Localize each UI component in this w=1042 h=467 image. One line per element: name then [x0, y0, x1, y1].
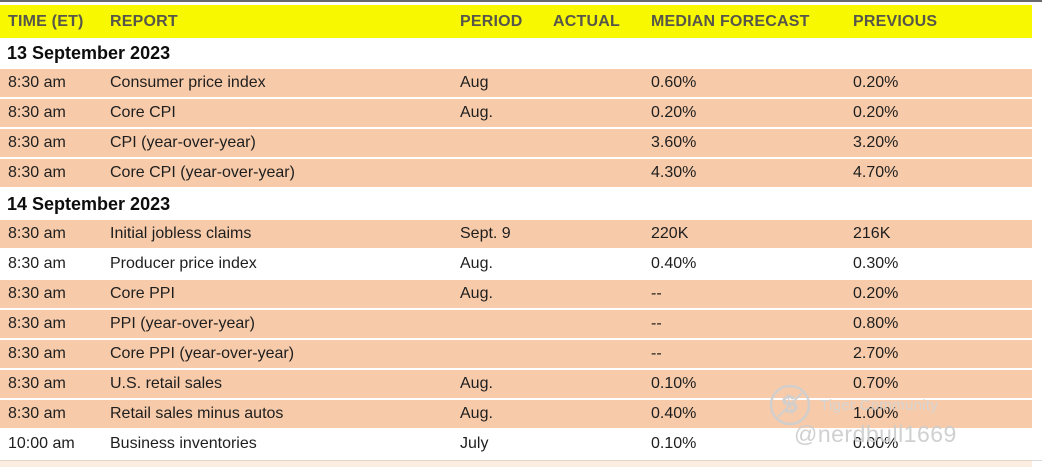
cell-report: Initial jobless claims	[110, 225, 252, 242]
partial-next-row-strip	[0, 460, 1032, 467]
table-row: 8:30 am CPI (year-over-year) 3.60% 3.20%	[0, 129, 1032, 157]
cell-previous: 0.30%	[853, 255, 899, 272]
cell-previous: 3.20%	[853, 134, 899, 151]
table-row: 8:30 am Consumer price index Aug 0.60% 0…	[0, 69, 1032, 97]
column-header-previous: PREVIOUS	[853, 12, 938, 30]
cell-median-forecast: 0.10%	[651, 375, 697, 392]
cell-period: July	[460, 435, 489, 452]
column-header-period: PERIOD	[460, 12, 523, 30]
cell-median-forecast: --	[651, 345, 662, 362]
cell-period: Aug.	[460, 375, 493, 392]
table-row: 8:30 am Core PPI (year-over-year) -- 2.7…	[0, 340, 1032, 368]
cell-time: 8:30 am	[8, 255, 66, 272]
cell-report: Producer price index	[110, 255, 257, 272]
cell-time: 8:30 am	[8, 405, 66, 422]
table-row: 8:30 am U.S. retail sales Aug. 0.10% 0.7…	[0, 370, 1032, 398]
date-section-header: 14 September 2023	[0, 189, 1032, 220]
cell-median-forecast: 220K	[651, 225, 689, 242]
column-header-report: REPORT	[110, 12, 178, 30]
cell-time: 8:30 am	[8, 285, 66, 302]
cell-report: CPI (year-over-year)	[110, 134, 256, 151]
cell-previous: 0.80%	[853, 315, 899, 332]
cell-previous: 0.00%	[853, 435, 899, 452]
cell-previous: 1.00%	[853, 405, 899, 422]
table-row: 10:00 am Business inventories July 0.10%…	[0, 430, 1032, 458]
column-header-time: TIME (ET)	[8, 12, 84, 30]
cell-report: Core PPI	[110, 285, 175, 302]
table-row: 8:30 am Initial jobless claims Sept. 9 2…	[0, 220, 1032, 248]
cell-median-forecast: 0.10%	[651, 435, 697, 452]
column-header-actual: ACTUAL	[553, 12, 620, 30]
cell-time: 8:30 am	[8, 345, 66, 362]
cell-median-forecast: 0.40%	[651, 255, 697, 272]
cell-time: 8:30 am	[8, 134, 66, 151]
cell-time: 8:30 am	[8, 375, 66, 392]
cell-report: U.S. retail sales	[110, 375, 223, 392]
column-header-median-forecast: MEDIAN FORECAST	[651, 12, 810, 30]
cell-median-forecast: 0.20%	[651, 104, 697, 121]
table-row: 8:30 am Core CPI Aug. 0.20% 0.20%	[0, 99, 1032, 127]
table-row: 8:30 am Producer price index Aug. 0.40% …	[0, 250, 1032, 278]
cell-period: Aug	[460, 74, 489, 91]
cell-median-forecast: 0.60%	[651, 74, 697, 91]
cell-report: Core CPI	[110, 104, 176, 121]
date-section-header: 13 September 2023	[0, 38, 1032, 69]
cell-time: 8:30 am	[8, 315, 66, 332]
cell-report: Business inventories	[110, 435, 257, 452]
cell-previous: 0.70%	[853, 375, 899, 392]
table-header-row: TIME (ET) REPORT PERIOD ACTUAL MEDIAN FO…	[0, 5, 1032, 38]
cell-median-forecast: 0.40%	[651, 405, 697, 422]
cell-period: Sept. 9	[460, 225, 511, 242]
table-row: 8:30 am Core CPI (year-over-year) 4.30% …	[0, 159, 1032, 187]
cell-median-forecast: --	[651, 285, 662, 302]
cell-median-forecast: --	[651, 315, 662, 332]
table-row: 8:30 am PPI (year-over-year) -- 0.80%	[0, 310, 1032, 338]
cell-report: Retail sales minus autos	[110, 405, 284, 422]
cell-time: 8:30 am	[8, 104, 66, 121]
cell-period: Aug.	[460, 255, 493, 272]
cell-report: Core CPI (year-over-year)	[110, 164, 295, 181]
top-border-line	[0, 0, 1042, 2]
cell-report: Core PPI (year-over-year)	[110, 345, 295, 362]
cell-previous: 4.70%	[853, 164, 899, 181]
table-row: 8:30 am Core PPI Aug. -- 0.20%	[0, 280, 1032, 308]
cell-time: 8:30 am	[8, 74, 66, 91]
cell-time: 8:30 am	[8, 225, 66, 242]
cell-previous: 0.20%	[853, 74, 899, 91]
cell-median-forecast: 4.30%	[651, 164, 697, 181]
cell-previous: 0.20%	[853, 285, 899, 302]
cell-report: PPI (year-over-year)	[110, 315, 255, 332]
cell-period: Aug.	[460, 285, 493, 302]
table-body: 13 September 2023 8:30 am Consumer price…	[0, 38, 1032, 458]
cell-previous: 216K	[853, 225, 891, 242]
economic-calendar-table: TIME (ET) REPORT PERIOD ACTUAL MEDIAN FO…	[0, 5, 1042, 461]
cell-previous: 0.20%	[853, 104, 899, 121]
table-bottom-divider	[0, 460, 1042, 461]
cell-period: Aug.	[460, 405, 493, 422]
cell-median-forecast: 3.60%	[651, 134, 697, 151]
cell-time: 8:30 am	[8, 164, 66, 181]
table-row: 8:30 am Retail sales minus autos Aug. 0.…	[0, 400, 1032, 428]
cell-report: Consumer price index	[110, 74, 266, 91]
cell-time: 10:00 am	[8, 435, 75, 452]
cell-period: Aug.	[460, 104, 493, 121]
cell-previous: 2.70%	[853, 345, 899, 362]
